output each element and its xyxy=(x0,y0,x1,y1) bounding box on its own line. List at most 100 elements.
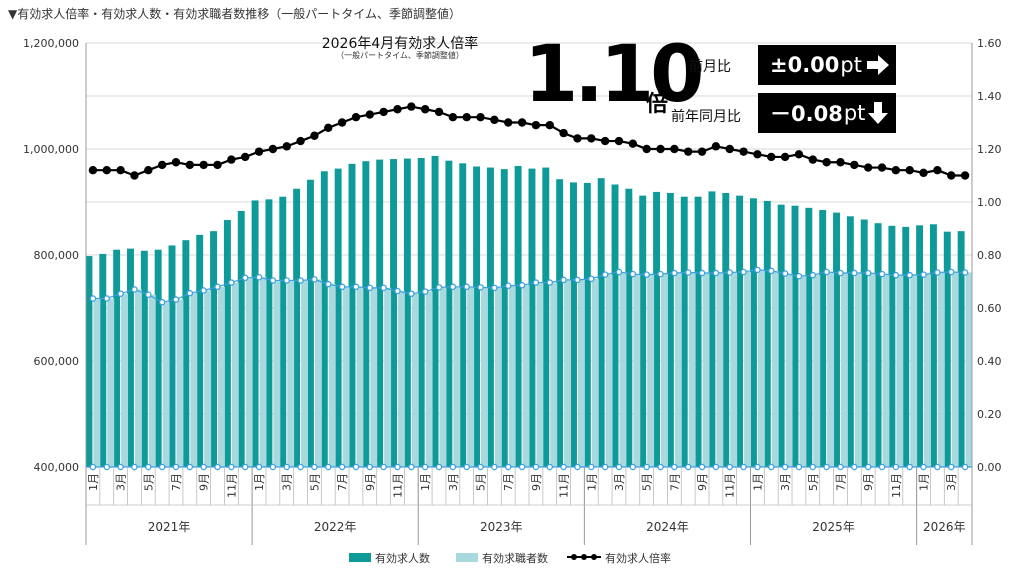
seekers-marker xyxy=(629,270,637,278)
seekers-marker xyxy=(435,284,443,291)
seekers-marker xyxy=(504,282,512,289)
ratio-point xyxy=(933,166,942,175)
openings-bar xyxy=(597,178,605,467)
seekers-bar xyxy=(785,273,793,467)
ratio-point xyxy=(379,107,388,117)
month-label: 11月 xyxy=(558,473,571,498)
openings-bar xyxy=(390,159,397,467)
seekers-top-line xyxy=(92,269,966,303)
ratio-line xyxy=(88,102,970,180)
right-tick-label: 0.60 xyxy=(977,302,1002,315)
month-label: 3月 xyxy=(945,473,958,491)
baseline-marker xyxy=(740,463,747,471)
seekers-marker xyxy=(352,283,360,291)
baseline-marker xyxy=(338,463,346,471)
month-label: 3月 xyxy=(779,473,792,491)
seekers-bar xyxy=(605,274,613,467)
baseline-marker xyxy=(297,463,304,471)
openings-bar xyxy=(708,191,716,467)
seekers-marker xyxy=(421,288,429,295)
month-label: 1月 xyxy=(253,473,266,491)
openings-bar xyxy=(265,199,273,467)
seekers-marker xyxy=(754,266,761,274)
seekers-bar xyxy=(536,282,544,467)
ratio-point xyxy=(130,171,139,180)
seekers-bar xyxy=(771,270,779,467)
openings-bar xyxy=(763,200,771,467)
current-ratio-value: 1.10 xyxy=(524,30,704,120)
baseline-marker xyxy=(103,463,111,471)
seekers-marker xyxy=(574,276,581,284)
yoy-value: －0.08 xyxy=(770,102,843,126)
seekers-marker xyxy=(906,271,913,279)
baseline-marker xyxy=(283,463,290,471)
legend-seekers-swatch xyxy=(456,553,478,562)
month-label: 3月 xyxy=(281,473,294,491)
baseline-marker xyxy=(546,463,554,471)
right-tick-label: 0.40 xyxy=(977,355,1002,368)
openings-bar xyxy=(500,169,508,467)
baseline-marker xyxy=(684,463,692,471)
baseline-marker xyxy=(920,463,927,471)
baseline-marker xyxy=(449,463,457,471)
month-label: 9月 xyxy=(198,473,211,491)
seekers-marker xyxy=(186,289,194,297)
ratio-point xyxy=(725,144,734,154)
ratio-point xyxy=(600,136,610,146)
openings-bar xyxy=(805,207,813,467)
month-label: 7月 xyxy=(170,473,183,491)
legend-openings-label: 有効求人数 xyxy=(375,551,430,565)
seekers-bar xyxy=(176,299,184,467)
month-label: 5月 xyxy=(807,473,820,491)
ratio-point xyxy=(227,155,236,164)
ratio-point xyxy=(891,166,901,175)
month-label: 5月 xyxy=(641,473,654,491)
baseline-marker xyxy=(214,463,221,471)
baseline-marker xyxy=(491,463,498,471)
seekers-marker xyxy=(117,290,124,297)
baseline-marker xyxy=(643,463,650,471)
bars xyxy=(85,155,973,471)
seekers-marker xyxy=(684,269,692,276)
seekers-marker xyxy=(781,270,789,277)
left-tick-label: 800,000 xyxy=(34,249,80,262)
seekers-marker xyxy=(864,269,872,277)
ratio-point xyxy=(102,166,111,175)
seekers-marker xyxy=(920,271,927,278)
baseline-marker xyxy=(906,463,913,471)
seekers-marker xyxy=(560,276,567,284)
openings-bar xyxy=(320,171,328,467)
seekers-marker xyxy=(878,270,886,278)
baseline-marker xyxy=(311,463,318,471)
baseline-marker xyxy=(560,463,567,471)
month-label: 5月 xyxy=(142,473,155,491)
legend-ratio-point xyxy=(591,554,597,560)
openings-bar xyxy=(653,191,661,467)
mom-unit: pt xyxy=(840,53,862,77)
seekers-marker xyxy=(214,283,221,291)
openings-bar xyxy=(196,234,204,467)
openings-bar xyxy=(85,256,93,467)
baseline-marker xyxy=(421,463,429,471)
month-label: 11月 xyxy=(225,473,238,498)
seekers-marker xyxy=(892,271,900,279)
openings-bar xyxy=(736,195,744,467)
openings-bar xyxy=(943,231,951,467)
ratio-point xyxy=(254,147,264,156)
seekers-marker xyxy=(795,272,803,280)
baseline-marker xyxy=(269,463,277,471)
month-label: 11月 xyxy=(890,473,903,498)
seekers-marker xyxy=(241,274,249,282)
right-arrow-icon xyxy=(867,55,889,75)
baseline-marker xyxy=(89,463,97,471)
month-label: 5月 xyxy=(475,473,488,491)
openings-bar xyxy=(459,163,467,467)
seekers-marker xyxy=(601,271,609,278)
seekers-bar xyxy=(439,287,447,467)
seekers-bar xyxy=(910,275,918,467)
seekers-bar xyxy=(314,279,322,467)
seekers-bar xyxy=(481,287,488,467)
ratio-polyline xyxy=(92,105,966,177)
ratio-point xyxy=(144,166,153,175)
seekers-bar xyxy=(287,280,295,467)
